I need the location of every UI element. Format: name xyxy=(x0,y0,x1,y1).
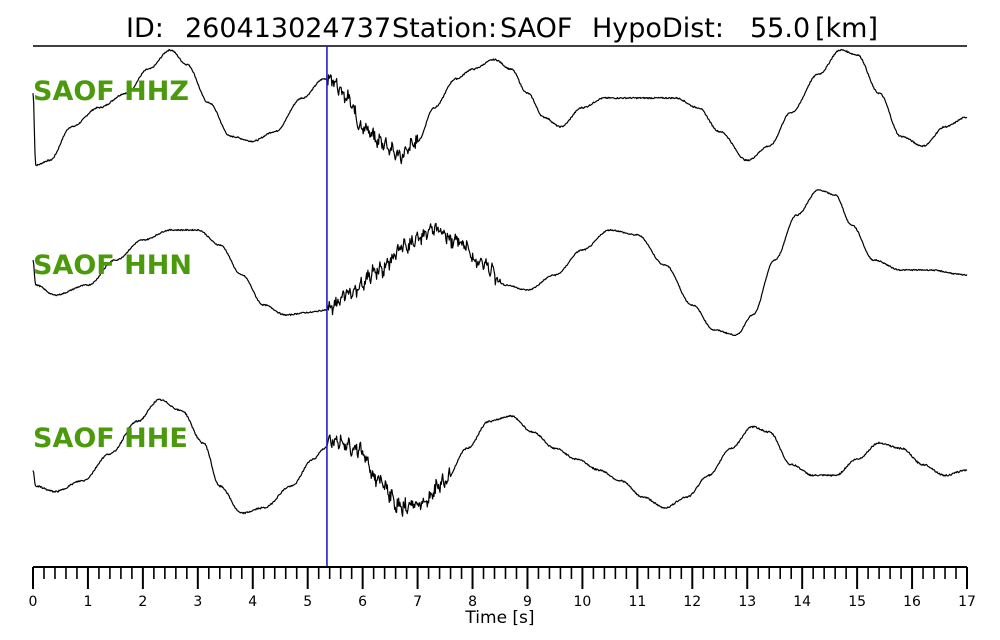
title-hypodist-unit: [km] xyxy=(815,13,878,44)
x-tick-label: 8 xyxy=(468,594,477,610)
title-hypodist-label: HypoDist: xyxy=(592,13,724,44)
title-event-id: 260413024737 xyxy=(185,13,391,44)
x-tick-label: 15 xyxy=(848,594,866,610)
x-tick-label: 14 xyxy=(793,594,811,610)
x-tick-label: 13 xyxy=(738,594,756,610)
x-tick-label: 2 xyxy=(138,594,147,610)
x-tick-label: 9 xyxy=(523,594,532,610)
x-tick-label: 3 xyxy=(193,594,202,610)
x-tick-label: 4 xyxy=(248,594,257,610)
x-tick-label: 10 xyxy=(573,594,591,610)
trace-label-saof-hhz: SAOF HHZ xyxy=(33,76,189,107)
trace-label-saof-hhe: SAOF HHE xyxy=(33,423,188,454)
x-tick-label: 0 xyxy=(29,594,38,610)
x-tick-label: 11 xyxy=(628,594,646,610)
x-tick-label: 5 xyxy=(303,594,312,610)
x-tick-label: 17 xyxy=(958,594,976,610)
x-tick-label: 7 xyxy=(413,594,422,610)
x-tick-label: 16 xyxy=(903,594,921,610)
x-tick-label: 1 xyxy=(83,594,92,610)
title-hypodist-value: 55.0 xyxy=(750,13,810,44)
trace-saof-hhz xyxy=(32,48,968,167)
x-tick-label: 12 xyxy=(683,594,701,610)
x-tick-label: 6 xyxy=(358,594,367,610)
time-axis: 0 1 2 3 4 5 6 7 8 9 10 11 12 13 14 15 16 17 xyxy=(29,566,976,610)
trace-saof-hhe xyxy=(32,398,968,517)
trace-labels-group: SAOF HHZ SAOF HHN SAOF HHE xyxy=(33,76,192,454)
trace-label-saof-hhn: SAOF HHN xyxy=(33,250,192,281)
title-id-label: ID: xyxy=(126,13,164,44)
trace-saof-hhn xyxy=(32,189,968,336)
traces-group xyxy=(32,48,968,517)
title-station: SAOF xyxy=(500,13,572,44)
title-station-label: Station: xyxy=(392,13,497,44)
x-axis-label: Time [s] xyxy=(464,608,534,628)
